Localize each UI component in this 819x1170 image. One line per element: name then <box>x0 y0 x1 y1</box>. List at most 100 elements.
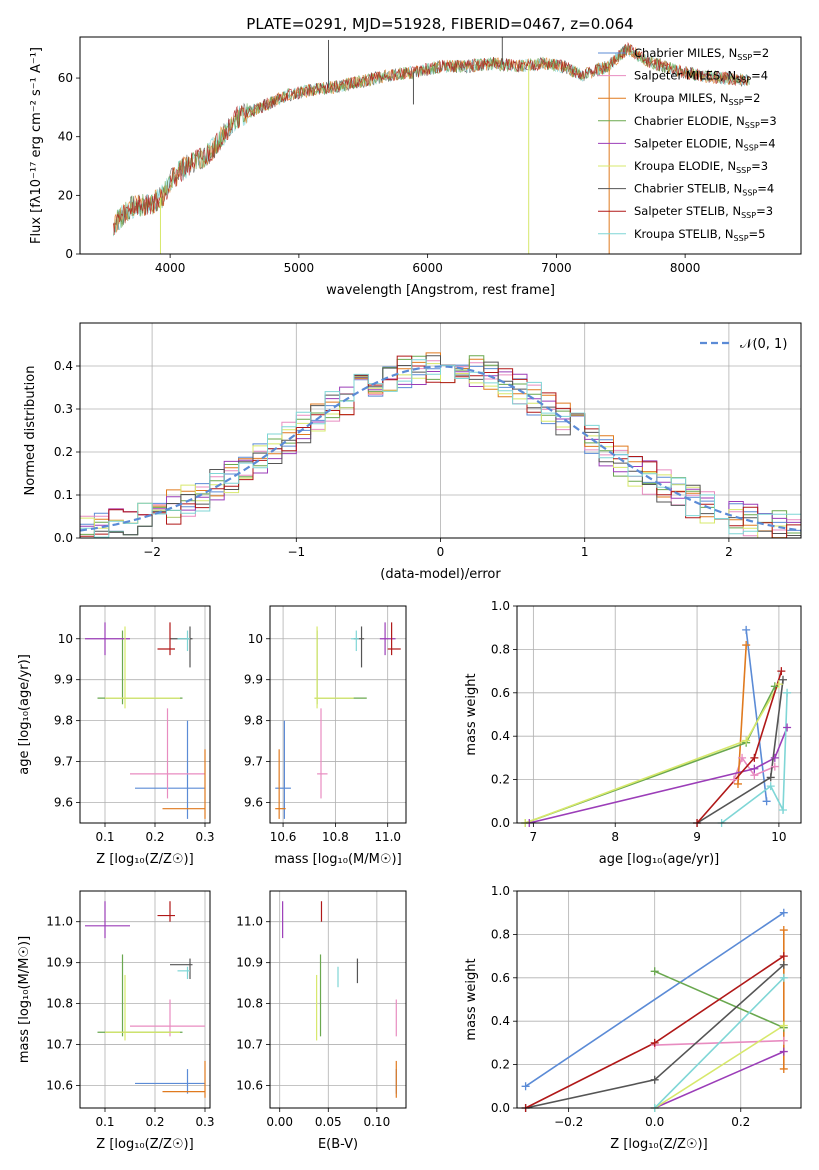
weight-line-c6 <box>654 1024 785 1108</box>
normal-curve <box>80 365 801 532</box>
spectrum-line-c8 <box>113 41 750 236</box>
mass-vs-ebv-panel: 0.00 0.05 0.10 10.6 10.7 10.8 10.9 11.0 E(B-V) <box>236 890 407 1152</box>
y-tick-label: 9.9 <box>244 673 263 687</box>
weight-line-c9 <box>654 977 785 1108</box>
x-tick-label: 0.1 <box>95 830 114 844</box>
weight-marker <box>742 641 751 650</box>
legend-entry: Salpeter STELIB, NSSP=3 <box>634 204 773 220</box>
axes-frame <box>269 605 407 824</box>
weight-line-c2 <box>733 756 776 780</box>
y-tick-label: 10.6 <box>46 1078 73 1092</box>
y-axis-label: mass weight <box>464 673 479 755</box>
histogram-c7 <box>80 355 801 538</box>
figure-title: PLATE=0291, MJD=51928, FIBERID=0467, z=0… <box>246 15 633 33</box>
weight-marker <box>650 1038 659 1047</box>
weight-marker <box>770 753 779 762</box>
x-tick-label: 10 <box>771 830 786 844</box>
age-vs-mass-panel: 10.6 10.8 11.0 9.6 9.7 9.8 9.9 10 mass [log₁₀(M/… <box>244 605 407 867</box>
weight-marker <box>779 1021 788 1030</box>
x-tick-label: 11.0 <box>374 830 401 844</box>
y-axis-label: Flux [fλ10⁻¹⁷ erg cm⁻² s⁻¹ A⁻¹] <box>29 47 44 244</box>
weight-marker <box>779 960 788 969</box>
weight-marker <box>778 805 787 814</box>
histogram-c9 <box>80 359 801 538</box>
y-tick-label: 9.8 <box>244 714 263 728</box>
x-axis-label: E(B-V) <box>318 1137 358 1152</box>
y-tick-label: 0.4 <box>54 359 73 373</box>
axes-frame <box>269 890 407 1109</box>
weight-marker <box>733 779 742 788</box>
y-tick-label: 10.7 <box>236 1038 263 1052</box>
y-tick-label: 11.0 <box>46 915 73 929</box>
x-tick-label: 0.3 <box>195 830 214 844</box>
x-tick-label: 1 <box>581 545 589 559</box>
y-tick-label: 20 <box>58 188 73 202</box>
weight-marker <box>738 753 747 762</box>
x-tick-label: 2 <box>725 545 733 559</box>
x-tick-label: 0.3 <box>195 1115 214 1129</box>
histogram-c8 <box>80 355 801 538</box>
y-tick-label: 0.2 <box>54 445 73 459</box>
axes-frame <box>79 890 211 1109</box>
x-tick-label: 5000 <box>284 261 315 275</box>
x-axis-label: Z [log₁₀(Z/Z☉)] <box>96 852 193 867</box>
y-tick-label: 10 <box>248 632 263 646</box>
x-tick-label: 0.2 <box>145 1115 164 1129</box>
mass-vs-Z-plot-area <box>85 901 206 1098</box>
age-vs-mass-plot-area <box>275 622 401 819</box>
x-tick-label: −2 <box>143 545 161 559</box>
y-tick-label: 9.6 <box>54 796 73 810</box>
spectrum-panel: 4000 5000 6000 7000 8000 0 20 40 60 wavelength [A… <box>29 36 802 298</box>
weight-line-c1 <box>745 629 768 802</box>
y-axis-label: mass [log₁₀(M/M☉)] <box>17 936 32 1063</box>
axes-frame <box>516 605 802 824</box>
x-tick-label: −1 <box>287 545 305 559</box>
y-tick-label: 10.7 <box>46 1038 73 1052</box>
weight-line-c5 <box>654 1050 785 1108</box>
x-axis-label: Z [log₁₀(Z/Z☉)] <box>96 1137 193 1152</box>
residuals-plot-area <box>80 352 801 538</box>
x-tick-label: 10.6 <box>270 830 297 844</box>
y-tick-label: 1.0 <box>491 884 510 898</box>
x-axis-label: mass [log₁₀(M/M☉)] <box>274 852 401 867</box>
weight-marker <box>779 926 788 935</box>
x-tick-label: 0.10 <box>363 1115 390 1129</box>
y-tick-label: 9.9 <box>54 673 73 687</box>
y-tick-label: 11.0 <box>236 915 263 929</box>
y-tick-label: 0.8 <box>491 642 510 656</box>
weight-line-c5 <box>529 727 788 823</box>
weight-marker <box>783 688 792 697</box>
axes-frame <box>516 890 802 1109</box>
y-tick-label: 0.0 <box>491 816 510 830</box>
x-axis-label: (data-model)/error <box>380 567 501 582</box>
age-vs-Z-plot-area <box>85 622 206 819</box>
axes-frame <box>79 605 211 824</box>
y-tick-label: 9.6 <box>244 796 263 810</box>
x-tick-label: 6000 <box>412 261 443 275</box>
x-tick-label: 0 <box>437 545 445 559</box>
weight-marker <box>766 773 775 782</box>
weight-marker <box>766 782 775 791</box>
weight-marker <box>779 1064 788 1073</box>
y-tick-label: 60 <box>58 71 73 85</box>
x-tick-label: 7000 <box>541 261 572 275</box>
legend-entry: Kroupa ELODIE, NSSP=3 <box>634 159 768 175</box>
x-axis-label: wavelength [Angstrom, rest frame] <box>326 283 555 298</box>
weight-marker <box>783 723 792 732</box>
weight-marker <box>729 775 738 784</box>
y-tick-label: 10 <box>58 632 73 646</box>
x-tick-label: 0.05 <box>315 1115 342 1129</box>
y-tick-label: 10.8 <box>236 997 263 1011</box>
residuals-panel: −2 −1 0 1 2 0.0 0.1 0.2 0.3 0.4 (data-model)/error… <box>23 322 802 582</box>
x-tick-label: 0.00 <box>266 1115 293 1129</box>
y-tick-label: 10.9 <box>46 956 73 970</box>
y-tick-label: 0.0 <box>54 531 73 545</box>
weight-marker <box>762 797 771 806</box>
weight-line-c6 <box>524 683 780 823</box>
y-tick-label: 9.7 <box>54 755 73 769</box>
y-axis-label: age [log₁₀(age/yr)] <box>17 654 32 775</box>
y-tick-label: 0.4 <box>491 729 510 743</box>
x-axis-label: Z [log₁₀(Z/Z☉)] <box>610 1137 707 1152</box>
y-tick-label: 10.9 <box>236 956 263 970</box>
